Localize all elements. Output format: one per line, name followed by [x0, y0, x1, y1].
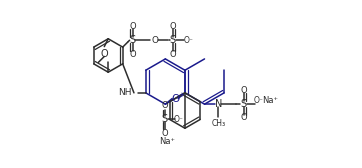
Text: O: O — [129, 22, 136, 31]
Text: O⁻: O⁻ — [184, 36, 194, 45]
Text: O: O — [169, 22, 176, 31]
Text: O: O — [101, 49, 108, 58]
Text: O: O — [161, 129, 168, 138]
Text: O⁻: O⁻ — [173, 115, 184, 124]
Text: NH: NH — [118, 88, 132, 97]
Text: N: N — [215, 99, 222, 109]
Text: O: O — [171, 94, 179, 103]
Text: CH₃: CH₃ — [211, 119, 226, 128]
Text: O: O — [241, 86, 247, 95]
Text: S: S — [241, 99, 247, 109]
Text: O: O — [129, 50, 136, 58]
Text: Na⁺: Na⁺ — [262, 96, 278, 105]
Text: S: S — [161, 114, 168, 124]
Text: O: O — [161, 101, 168, 110]
Text: Na⁺: Na⁺ — [159, 137, 174, 145]
Text: +: + — [178, 92, 184, 98]
Text: O: O — [152, 36, 159, 45]
Text: O⁻: O⁻ — [254, 96, 264, 105]
Text: O: O — [241, 113, 247, 122]
Text: S: S — [170, 35, 176, 45]
Text: O: O — [169, 50, 176, 58]
Text: S: S — [130, 35, 136, 45]
